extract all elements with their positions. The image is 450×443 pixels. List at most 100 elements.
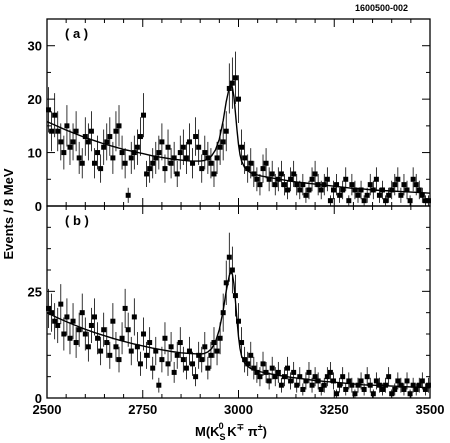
data-point: [422, 198, 428, 204]
data-point: [186, 139, 192, 145]
data-point: [288, 176, 294, 182]
data-point: [125, 192, 131, 198]
data-point: [202, 344, 208, 350]
data-point: [223, 280, 229, 286]
data-point: [373, 378, 379, 384]
data-point: [239, 144, 245, 150]
data-point: [349, 182, 355, 188]
data-point: [419, 192, 425, 198]
data-point: [386, 374, 392, 380]
x-tick-label: 3000: [224, 402, 253, 417]
data-point: [214, 348, 220, 354]
data-point: [137, 134, 143, 140]
data-point: [266, 378, 272, 384]
data-point: [70, 318, 76, 324]
x-axis-title-sup3: ±: [258, 422, 263, 432]
data-point: [395, 176, 401, 182]
data-point: [242, 357, 248, 363]
data-point: [107, 352, 113, 358]
data-point: [248, 160, 254, 166]
data-point: [392, 386, 398, 392]
data-point: [422, 386, 428, 392]
data-point: [327, 198, 333, 204]
data-point: [208, 352, 214, 358]
data-point: [413, 386, 419, 392]
data-point: [291, 171, 297, 177]
data-point: [101, 327, 107, 333]
data-point: [174, 352, 180, 358]
data-point: [254, 369, 260, 375]
data-point: [159, 139, 165, 145]
panel-label: ( b ): [65, 213, 89, 228]
data-point: [131, 150, 137, 156]
data-point: [180, 357, 186, 363]
data-point: [73, 340, 79, 346]
data-point: [220, 139, 226, 145]
data-point: [82, 331, 88, 337]
data-point: [211, 171, 217, 177]
x-axis-title-mid: K: [224, 424, 238, 439]
x-axis-title-main: M(K: [195, 424, 220, 439]
data-point: [260, 166, 266, 172]
data-point: [330, 378, 336, 384]
data-point: [239, 340, 245, 346]
data-point: [144, 171, 150, 177]
data-point: [364, 192, 370, 198]
fit-curve: [46, 84, 431, 194]
data-point: [309, 176, 315, 182]
data-point: [300, 386, 306, 392]
data-point: [137, 361, 143, 367]
data-point: [340, 374, 346, 380]
data-point: [355, 192, 361, 198]
data-point: [370, 391, 376, 397]
data-point: [67, 144, 73, 150]
data-point: [104, 139, 110, 145]
data-point: [159, 357, 165, 363]
data-point: [205, 155, 211, 161]
y-tick-label: 0: [35, 391, 42, 406]
data-point: [156, 150, 162, 156]
data-point: [398, 192, 404, 198]
data-point: [119, 150, 125, 156]
data-point: [196, 144, 202, 150]
data-point: [343, 386, 349, 392]
data-point: [95, 335, 101, 341]
data-point: [324, 374, 330, 380]
data-point: [288, 378, 294, 384]
data-point: [104, 340, 110, 346]
data-point: [128, 348, 134, 354]
data-point: [245, 166, 251, 172]
data-point: [190, 361, 196, 367]
data-point: [46, 305, 52, 311]
data-point: [101, 144, 107, 150]
data-point: [337, 192, 343, 198]
data-point: [416, 382, 422, 388]
data-point: [168, 160, 174, 166]
data-point: [52, 112, 58, 118]
data-point: [52, 318, 58, 324]
data-point: [318, 386, 324, 392]
data-point: [162, 335, 168, 341]
data-point: [171, 155, 177, 161]
data-point: [278, 382, 284, 388]
x-axis-title-sup2: ∓: [237, 422, 245, 432]
data-point: [116, 123, 122, 129]
data-point: [150, 365, 156, 371]
data-point: [383, 198, 389, 204]
data-point: [404, 378, 410, 384]
data-point: [324, 176, 330, 182]
data-point: [88, 128, 94, 134]
data-point: [410, 176, 416, 182]
data-point: [312, 171, 318, 177]
y-tick-label: 30: [28, 39, 42, 54]
data-point: [183, 155, 189, 161]
data-point: [232, 75, 238, 81]
data-point: [263, 160, 269, 166]
data-point: [361, 198, 367, 204]
data-point: [229, 267, 235, 273]
data-point: [248, 352, 254, 358]
data-point: [367, 182, 373, 188]
data-point: [285, 365, 291, 371]
data-point: [330, 187, 336, 193]
data-point: [190, 160, 196, 166]
